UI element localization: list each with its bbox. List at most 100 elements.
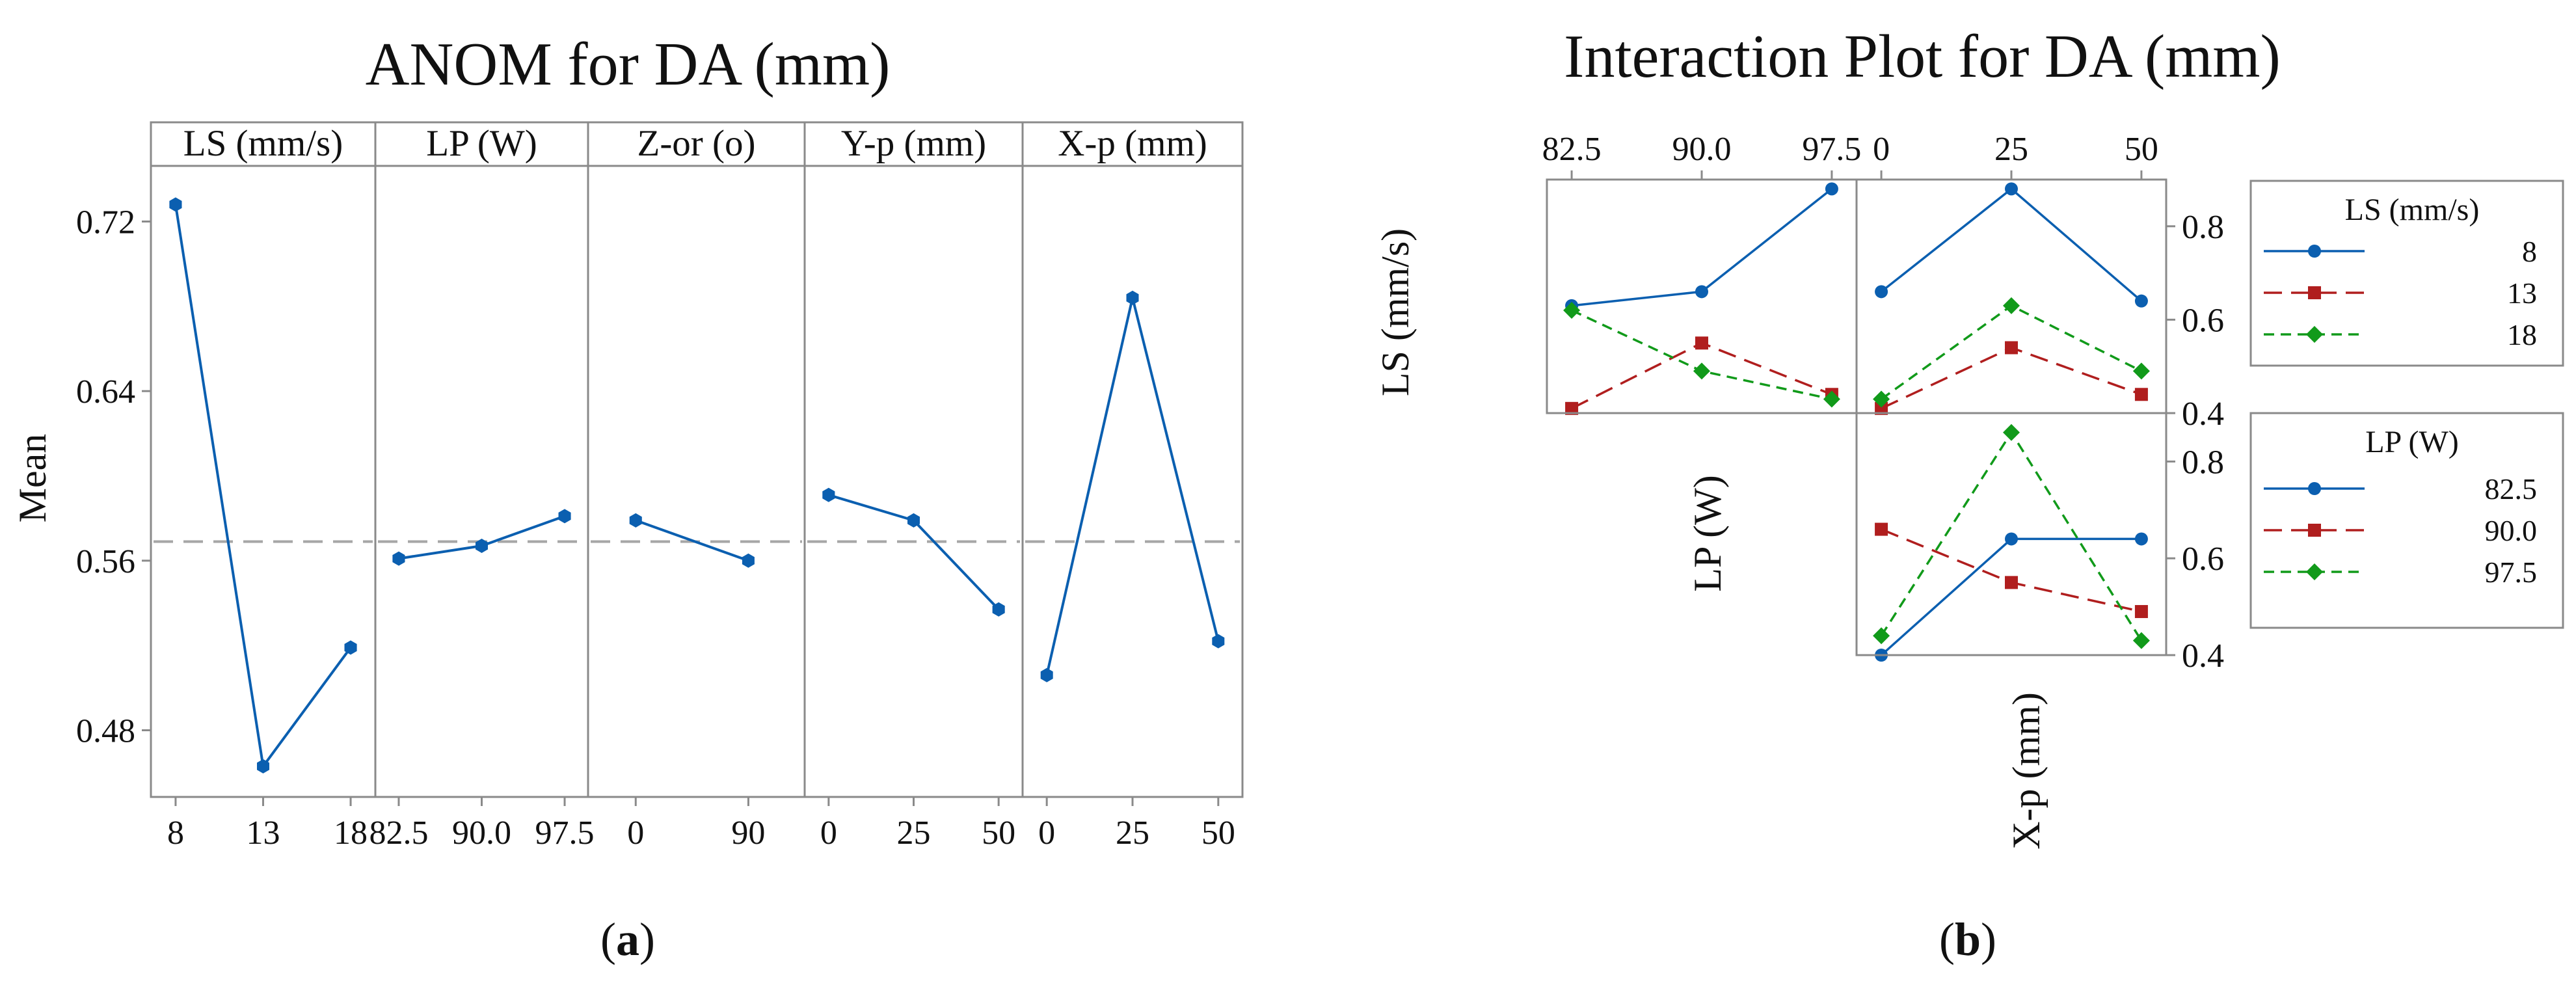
factor-strip-label: X-p (mm) bbox=[1058, 123, 1207, 164]
interaction-point bbox=[1695, 285, 1708, 299]
anom-title: ANOM for DA (mm) bbox=[366, 31, 891, 98]
interaction-title: Interaction Plot for DA (mm) bbox=[1564, 23, 2281, 90]
x-tick-label: 90.0 bbox=[452, 815, 511, 852]
y-tick-label: 0.48 bbox=[76, 713, 135, 750]
legend-entry-label: 13 bbox=[2507, 276, 2537, 310]
legend-marker-swatch bbox=[2308, 245, 2321, 258]
anom-series-lines bbox=[174, 204, 1220, 770]
x-tick-label: 13 bbox=[247, 815, 280, 852]
interaction-point bbox=[1875, 285, 1888, 299]
legend-marker-swatch bbox=[2308, 286, 2321, 299]
interaction-point bbox=[1873, 390, 1890, 408]
factor-mean-line bbox=[828, 493, 1000, 611]
legend-entry-label: 8 bbox=[2522, 235, 2537, 268]
x-tick-label: 97.5 bbox=[535, 815, 595, 852]
x-tick-label: 18 bbox=[334, 815, 368, 852]
anom-frame bbox=[150, 121, 1244, 798]
x-tick-label: 25 bbox=[897, 815, 931, 852]
x-tick-label: 50 bbox=[1201, 815, 1235, 852]
top-x-tick-label: 90.0 bbox=[1672, 131, 1732, 168]
interaction-chart: Interaction Plot for DA (mm) LS (mm/s) L… bbox=[1374, 23, 2564, 965]
right-y-tick-label: 0.4 bbox=[2182, 396, 2224, 433]
interaction-row-label-ls: LS (mm/s) bbox=[1374, 228, 1417, 396]
x-tick-label: 0 bbox=[820, 815, 837, 852]
legend-marker-swatch bbox=[2308, 482, 2321, 495]
interaction-point bbox=[1695, 336, 1708, 350]
x-tick-label: 0 bbox=[627, 815, 644, 852]
interaction-point bbox=[2134, 532, 2148, 546]
mean-point bbox=[169, 197, 182, 212]
legend-box bbox=[2249, 412, 2564, 629]
interaction-point bbox=[2005, 182, 2018, 196]
interaction-ticks: 82.5 90.0 97.5 0 25 50 0.4 0.6 0.8 0.4 0.6 0.8 bbox=[1542, 131, 2224, 675]
interaction-point bbox=[2005, 532, 2018, 546]
y-tick-label: 0.72 bbox=[76, 204, 135, 241]
mean-point bbox=[907, 513, 920, 528]
x-tick-label: 82.5 bbox=[369, 815, 428, 852]
right-y-tick-label: 0.6 bbox=[2182, 541, 2224, 578]
legend-title: LS (mm/s) bbox=[2345, 193, 2480, 227]
legend-entry-label: 97.5 bbox=[2485, 556, 2538, 589]
mean-point bbox=[558, 509, 571, 524]
interaction-row-label-lp: LP (W) bbox=[1686, 475, 1729, 591]
x-tick-label: 90 bbox=[731, 815, 765, 852]
y-tick-label: 0.64 bbox=[76, 373, 135, 411]
interaction-panel-frame bbox=[1855, 412, 2167, 656]
interaction-point bbox=[1825, 182, 1838, 196]
mean-point bbox=[822, 487, 835, 502]
right-y-tick-label: 0.8 bbox=[2182, 444, 2224, 481]
legend-marker-swatch bbox=[2308, 524, 2321, 537]
interaction-point bbox=[2003, 424, 2020, 441]
interaction-point bbox=[1563, 302, 1581, 319]
legend-marker-swatch bbox=[2306, 563, 2323, 580]
factor-strip-label: LP (W) bbox=[426, 123, 537, 164]
legend-marker-swatch bbox=[2306, 326, 2323, 343]
x-tick-label: 25 bbox=[1116, 815, 1149, 852]
factor-mean-line bbox=[635, 519, 749, 562]
interaction-panel-frames bbox=[1546, 178, 2167, 656]
mean-point bbox=[392, 551, 405, 566]
interaction-panel-frame bbox=[1855, 178, 2167, 414]
interaction-point bbox=[2005, 341, 2018, 355]
anom-y-axis-label: Mean bbox=[11, 434, 54, 523]
anom-y-ticks: 0.48 0.56 0.64 0.72 bbox=[76, 204, 151, 750]
interaction-point bbox=[1875, 522, 1888, 536]
mean-point bbox=[344, 640, 357, 655]
interaction-series-line bbox=[1880, 537, 2141, 656]
mean-point bbox=[1212, 634, 1225, 649]
right-y-tick-label: 0.6 bbox=[2182, 302, 2224, 339]
panel-b-label: (b) bbox=[1939, 913, 1996, 965]
top-x-tick-label: 50 bbox=[2125, 131, 2158, 168]
mean-point bbox=[742, 553, 755, 568]
interaction-point bbox=[1873, 627, 1890, 645]
factor-strip-label: Z-or (o) bbox=[637, 123, 756, 164]
interaction-point bbox=[2134, 388, 2148, 401]
factor-strip-label: LS (mm/s) bbox=[183, 123, 343, 164]
interaction-series-line bbox=[1881, 346, 2142, 410]
top-x-tick-label: 82.5 bbox=[1542, 131, 1602, 168]
mean-point bbox=[629, 513, 642, 528]
top-x-tick-label: 0 bbox=[1873, 131, 1890, 168]
interaction-points bbox=[1563, 182, 2150, 662]
right-y-tick-label: 0.4 bbox=[2182, 638, 2224, 675]
interaction-point bbox=[2005, 576, 2018, 589]
top-x-tick-label: 97.5 bbox=[1802, 131, 1861, 168]
interaction-point bbox=[2132, 362, 2150, 380]
interaction-point bbox=[2134, 605, 2148, 619]
interaction-series-line bbox=[1571, 309, 1832, 401]
anom-points bbox=[169, 197, 1225, 774]
mean-point bbox=[1040, 667, 1053, 682]
mean-point bbox=[476, 539, 488, 553]
anom-x-ticks: 8 13 18 82.5 90.0 97.5 0 90 0 25 50 0 25 50 bbox=[167, 797, 1235, 852]
interaction-point bbox=[1875, 401, 1888, 415]
mean-point bbox=[257, 759, 269, 774]
x-tick-label: 0 bbox=[1038, 815, 1055, 852]
legend-title: LP (W) bbox=[2365, 425, 2459, 459]
factor-mean-line bbox=[174, 204, 352, 770]
interaction-legends: LS (mm/s) 8 13 18 LP (W) 82.5 90.0 97.5 bbox=[2249, 180, 2564, 629]
right-y-tick-label: 0.8 bbox=[2182, 209, 2224, 246]
x-tick-label: 50 bbox=[982, 815, 1015, 852]
interaction-point bbox=[1565, 401, 1579, 415]
top-x-tick-label: 25 bbox=[1994, 131, 2028, 168]
